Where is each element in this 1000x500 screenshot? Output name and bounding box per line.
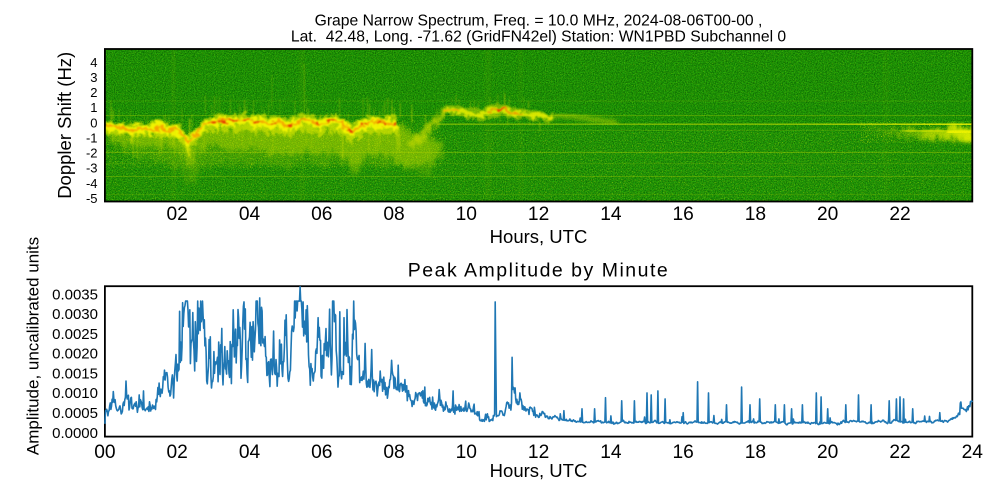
svg-text:12: 12 (528, 204, 549, 225)
svg-text:04: 04 (239, 204, 261, 225)
svg-text:10: 10 (456, 442, 477, 463)
svg-text:0.0030: 0.0030 (52, 306, 98, 323)
svg-text:Lat. 42.48, Long. -71.62 (Gri: Lat. 42.48, Long. -71.62 (GridFN42el) St… (291, 28, 787, 45)
svg-text:0.0005: 0.0005 (52, 405, 98, 422)
svg-text:Hours, UTC: Hours, UTC (490, 226, 588, 247)
svg-text:0.0000: 0.0000 (52, 425, 98, 442)
svg-text:4: 4 (90, 55, 97, 70)
svg-text:2: 2 (90, 85, 97, 100)
svg-text:-2: -2 (86, 146, 98, 161)
svg-text:00: 00 (94, 442, 115, 463)
svg-text:16: 16 (673, 442, 694, 463)
svg-text:1: 1 (90, 100, 97, 115)
svg-text:Hours, UTC: Hours, UTC (490, 460, 588, 481)
svg-text:-1: -1 (86, 130, 98, 145)
svg-text:18: 18 (745, 204, 766, 225)
svg-text:16: 16 (673, 204, 694, 225)
svg-text:08: 08 (383, 442, 404, 463)
svg-text:14: 14 (600, 442, 622, 463)
svg-text:-3: -3 (86, 161, 98, 176)
svg-text:0.0010: 0.0010 (52, 385, 98, 402)
svg-text:0.0025: 0.0025 (52, 326, 98, 343)
svg-text:06: 06 (311, 204, 332, 225)
svg-text:22: 22 (889, 204, 910, 225)
svg-text:0: 0 (90, 115, 97, 130)
svg-text:06: 06 (311, 442, 332, 463)
svg-text:22: 22 (889, 442, 910, 463)
svg-text:-4: -4 (86, 176, 98, 191)
svg-text:-5: -5 (86, 191, 98, 206)
svg-text:18: 18 (745, 442, 766, 463)
svg-text:02: 02 (167, 442, 188, 463)
svg-text:Amplitude, uncalibrated units: Amplitude, uncalibrated units (24, 237, 43, 455)
svg-text:0.0035: 0.0035 (52, 286, 98, 303)
svg-text:24: 24 (962, 442, 984, 463)
svg-text:Doppler Shift (Hz): Doppler Shift (Hz) (54, 52, 75, 199)
svg-text:12: 12 (528, 442, 549, 463)
svg-text:Grape Narrow Spectrum, Freq. =: Grape Narrow Spectrum, Freq. = 10.0 MHz,… (315, 12, 763, 29)
svg-text:0.0020: 0.0020 (52, 346, 98, 363)
svg-text:10: 10 (456, 204, 477, 225)
svg-text:04: 04 (239, 442, 261, 463)
svg-text:20: 20 (817, 442, 838, 463)
svg-text:3: 3 (90, 70, 97, 85)
svg-text:Peak Amplitude by Minute: Peak Amplitude by Minute (408, 260, 669, 282)
svg-text:08: 08 (383, 204, 404, 225)
svg-text:02: 02 (167, 204, 188, 225)
svg-text:14: 14 (600, 204, 622, 225)
svg-text:20: 20 (817, 204, 838, 225)
svg-text:0.0015: 0.0015 (52, 365, 98, 382)
